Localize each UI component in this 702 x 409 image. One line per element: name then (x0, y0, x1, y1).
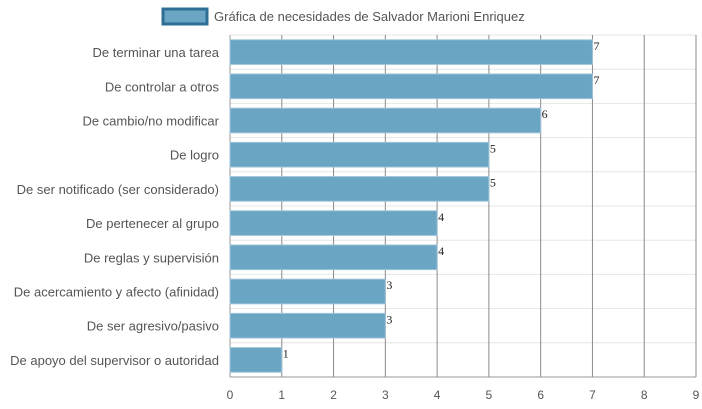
x-tick-label: 3 (382, 388, 389, 402)
bar[interactable] (229, 141, 490, 168)
data-label: 1 (283, 347, 289, 361)
data-labels: 7 7 6 5 5 4 4 3 3 1 (283, 39, 600, 361)
category-label: De ser agresivo/pasivo (87, 319, 219, 334)
data-label: 5 (490, 141, 496, 155)
x-tick-label: 6 (537, 388, 544, 402)
bar[interactable] (229, 73, 593, 100)
category-label: De controlar a otros (105, 79, 220, 94)
bar[interactable] (229, 210, 438, 236)
bar[interactable] (229, 176, 490, 202)
category-label: De apoyo del supervisor o autoridad (10, 353, 219, 368)
data-label: 4 (438, 244, 444, 258)
x-tick-label: 4 (434, 388, 441, 402)
data-label: 7 (593, 39, 599, 53)
data-label: 6 (542, 107, 548, 121)
data-label: 5 (490, 176, 496, 190)
data-label: 3 (386, 278, 392, 292)
x-tick-label: 9 (693, 388, 700, 402)
x-tick-label: 2 (330, 388, 337, 402)
data-label: 3 (386, 312, 392, 326)
data-label: 7 (593, 73, 599, 87)
category-label: De reglas y supervisión (84, 250, 219, 265)
data-label: 4 (438, 210, 444, 224)
bar[interactable] (229, 278, 386, 305)
bar[interactable] (229, 39, 593, 65)
category-label: De ser notificado (ser considerado) (17, 182, 219, 197)
x-tick-label: 8 (641, 388, 648, 402)
category-label: De terminar una tarea (93, 45, 220, 60)
legend[interactable]: Gráfica de necesidades de Salvador Mario… (161, 7, 525, 26)
category-label: De acercamiento y afecto (afinidad) (14, 285, 219, 300)
category-label: De pertenecer al grupo (86, 216, 219, 231)
bar[interactable] (229, 347, 283, 373)
legend-label: Gráfica de necesidades de Salvador Mario… (214, 9, 525, 24)
bar[interactable] (229, 312, 386, 339)
legend-swatch (161, 7, 209, 26)
x-tick-label: 1 (278, 388, 285, 402)
bar[interactable] (229, 244, 438, 271)
bars (229, 39, 593, 373)
category-label: De cambio/no modificar (82, 114, 219, 129)
x-tick-label: 0 (227, 388, 234, 402)
x-tick-label: 5 (486, 388, 493, 402)
category-labels: De terminar una tarea De controlar a otro… (10, 45, 220, 368)
bar[interactable] (229, 107, 542, 134)
x-axis-ticks: 0 1 2 3 4 5 6 7 8 9 (227, 388, 700, 402)
category-label: De logro (170, 148, 219, 163)
x-tick-label: 7 (589, 388, 596, 402)
